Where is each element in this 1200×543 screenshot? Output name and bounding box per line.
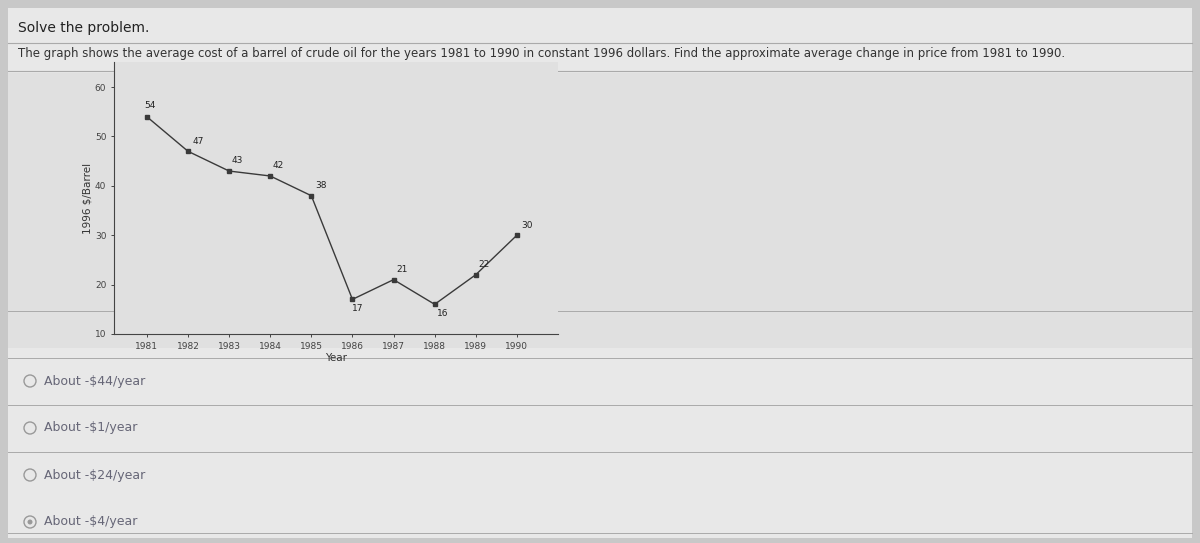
Text: Solve the problem.: Solve the problem. [18,21,149,35]
Text: About -$4/year: About -$4/year [44,515,137,528]
FancyBboxPatch shape [8,8,1192,538]
Text: About -$1/year: About -$1/year [44,421,137,434]
Text: 30: 30 [521,220,533,230]
Text: 21: 21 [396,265,408,274]
X-axis label: Year: Year [325,353,347,363]
Text: 17: 17 [353,304,364,313]
Text: The graph shows the average cost of a barrel of crude oil for the years 1981 to : The graph shows the average cost of a ba… [18,47,1066,60]
Text: 16: 16 [438,309,449,318]
FancyBboxPatch shape [8,73,1192,348]
Text: About -$44/year: About -$44/year [44,375,145,388]
Text: 54: 54 [144,101,156,110]
Y-axis label: 1996 $/Barrel: 1996 $/Barrel [82,163,92,233]
Text: 47: 47 [192,137,204,146]
Text: 22: 22 [479,260,490,269]
Text: About -$24/year: About -$24/year [44,469,145,482]
Text: 43: 43 [232,156,244,166]
Text: 38: 38 [316,181,326,190]
Text: 42: 42 [272,161,284,171]
Circle shape [28,520,32,525]
